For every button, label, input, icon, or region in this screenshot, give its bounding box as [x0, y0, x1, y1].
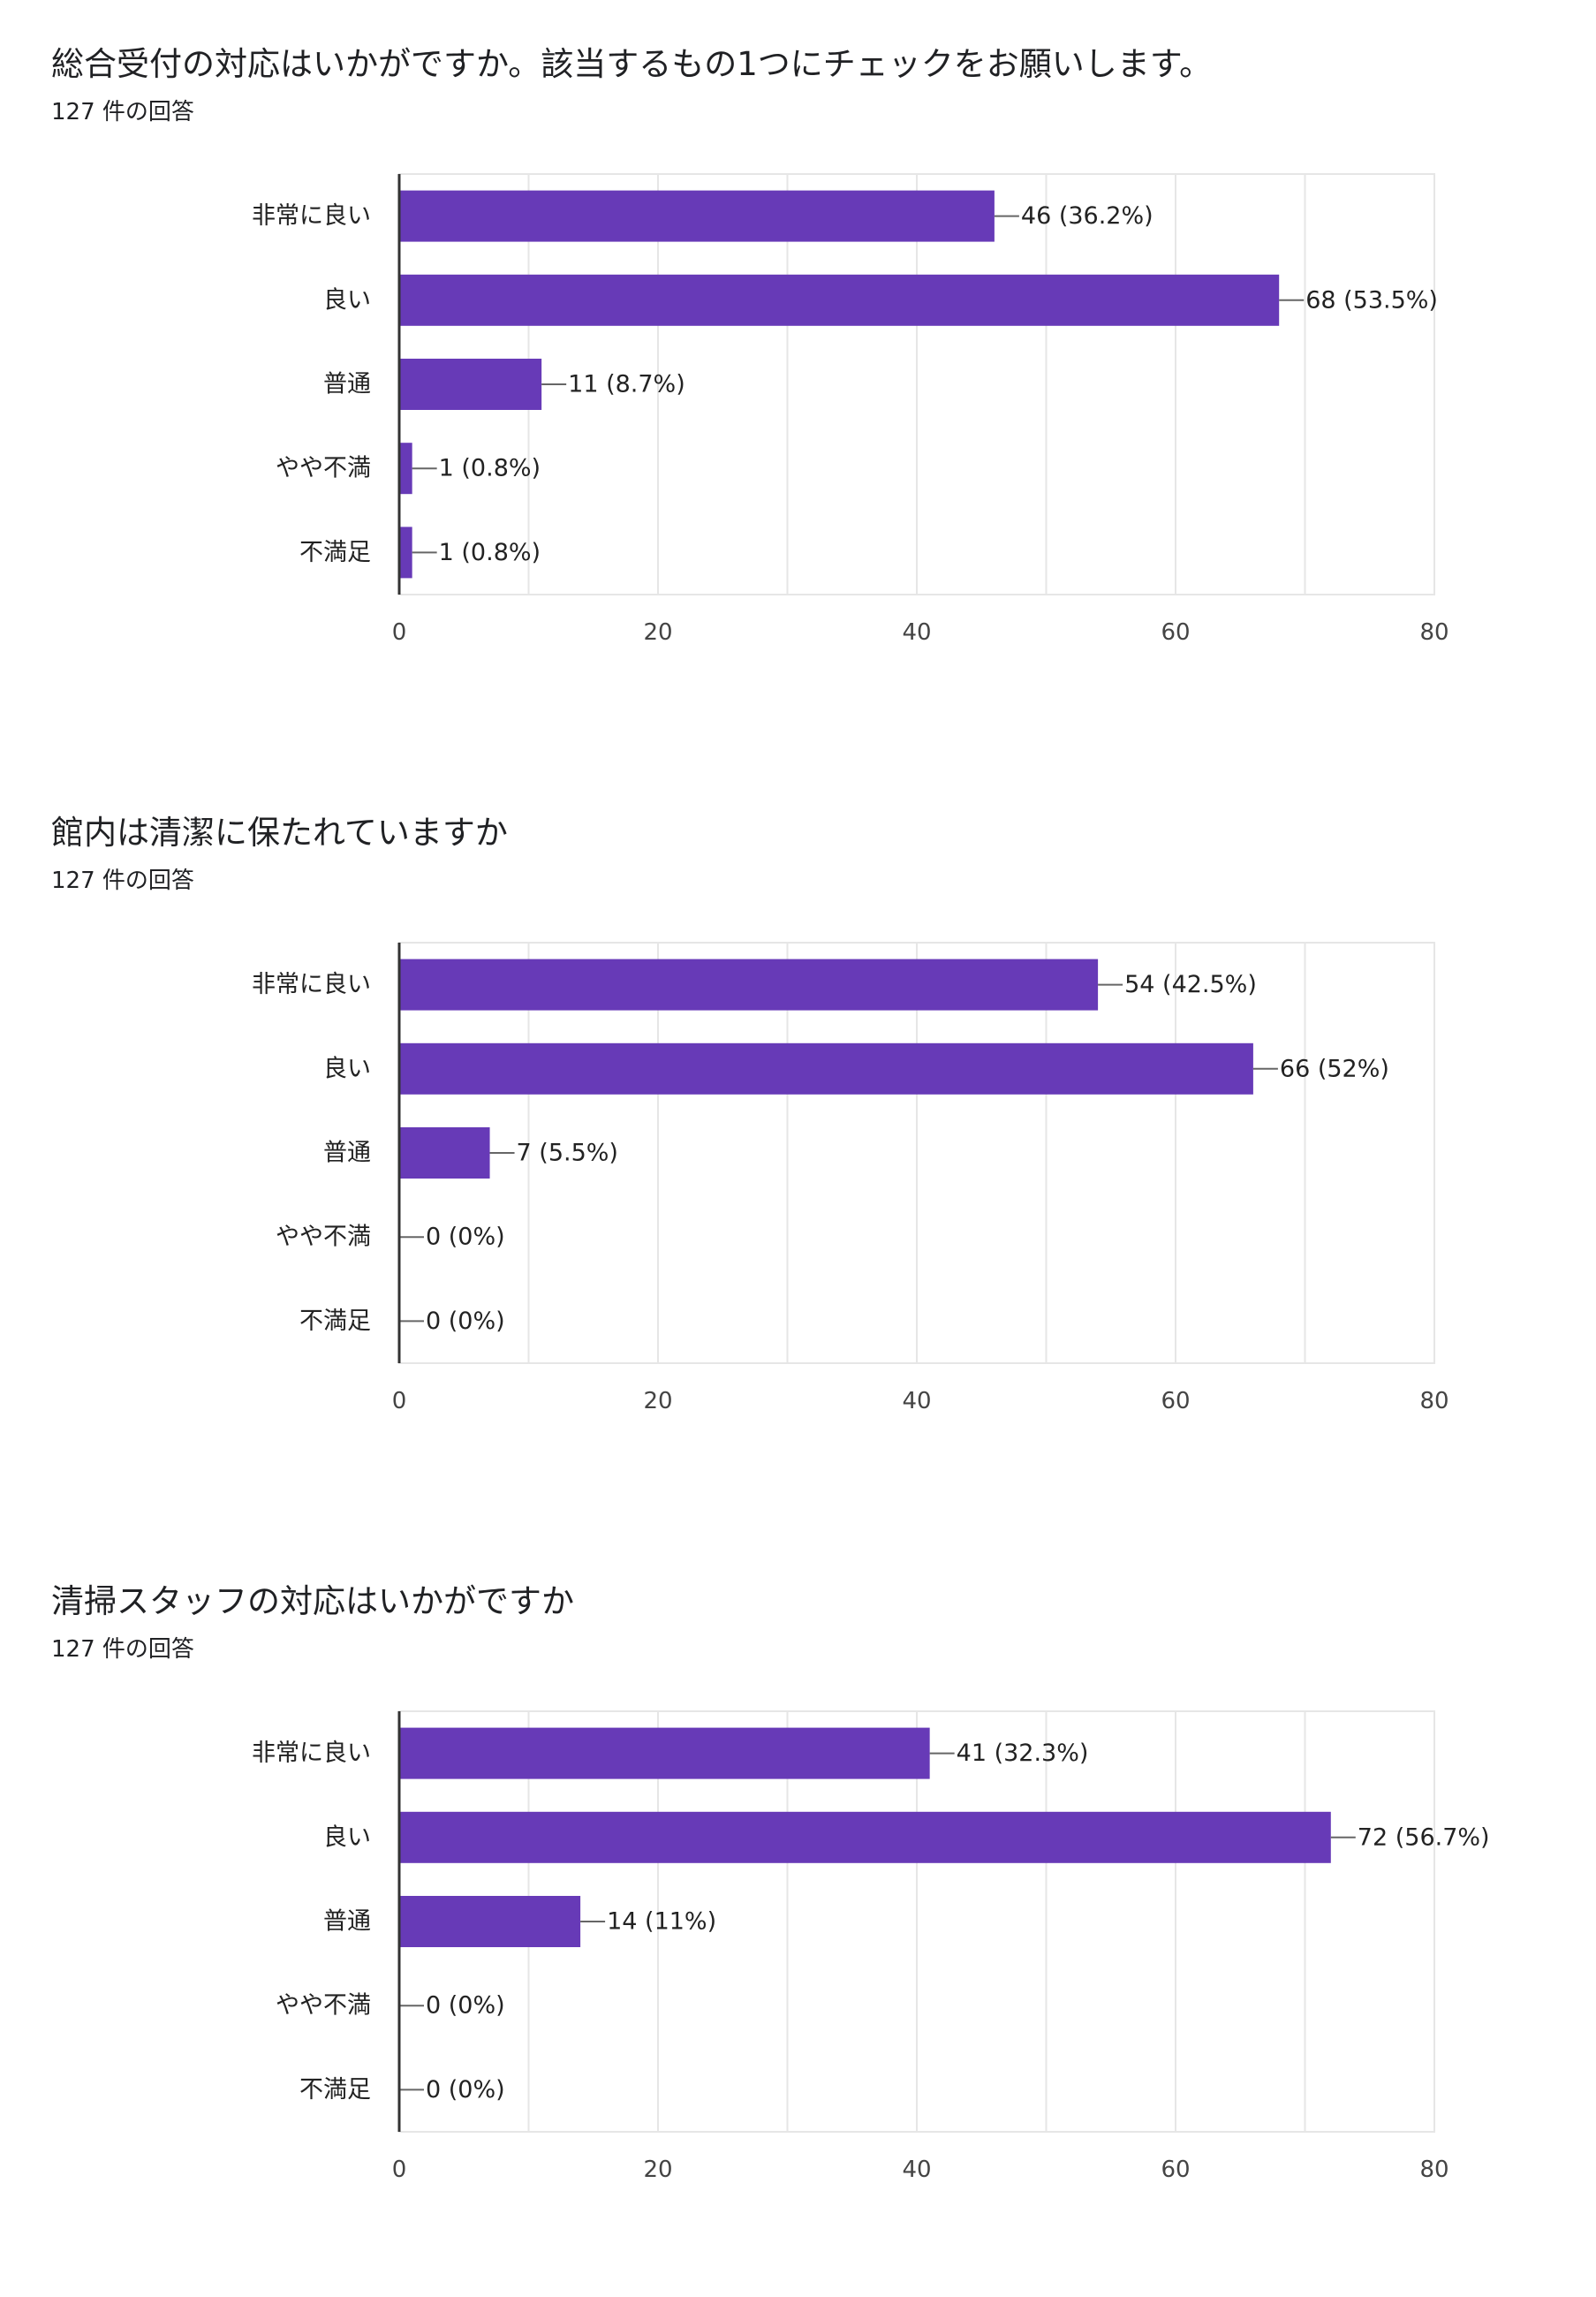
x-tick-label: 40: [902, 2157, 931, 2183]
x-tick-label: 20: [643, 619, 672, 646]
category-label: やや不満: [276, 1224, 371, 1251]
bar: [399, 190, 995, 242]
data-label: 41 (32.3%): [957, 1740, 1089, 1767]
data-label: 0 (0%): [426, 2076, 505, 2104]
x-tick-label: 80: [1419, 2157, 1449, 2183]
category-label: やや不満: [276, 455, 371, 482]
question-reception: 総合受付の対応はいかがですか。該当するもの1つにチェックをお願いします。 127…: [0, 0, 1596, 760]
bar: [399, 359, 542, 410]
category-label: 非常に良い: [252, 971, 371, 998]
x-tick-label: 0: [392, 2157, 407, 2183]
x-tick-label: 60: [1161, 1388, 1190, 1414]
data-label: 54 (42.5%): [1124, 971, 1257, 998]
category-label: やや不満: [276, 1992, 371, 2020]
x-tick-label: 0: [392, 1388, 407, 1414]
category-label: 非常に良い: [252, 1740, 371, 1767]
data-label: 1 (0.8%): [439, 455, 541, 482]
category-label: 不満足: [299, 1308, 371, 1335]
bar: [399, 527, 412, 579]
x-tick-label: 80: [1419, 1388, 1449, 1414]
data-label: 11 (8.7%): [568, 371, 685, 398]
response-count: 127 件の回答: [51, 868, 194, 894]
question-title: 清掃スタッフの対応はいかがですか: [51, 1582, 574, 1620]
response-count: 127 件の回答: [51, 99, 194, 125]
response-count: 127 件の回答: [51, 1636, 194, 1663]
x-tick-label: 0: [392, 619, 407, 646]
data-label: 0 (0%): [426, 1308, 505, 1335]
category-label: 不満足: [299, 539, 371, 566]
bar-chart-cleanliness: 非常に良い 54 (42.5%) 良い 66 (52%) 普通 7 (5.5%) やや不満 0…: [252, 942, 1449, 1414]
category-label: 普通: [323, 1140, 371, 1167]
data-label: 0 (0%): [426, 1224, 505, 1251]
category-label: 良い: [323, 1055, 371, 1082]
bar-chart-reception: 非常に良い 46 (36.2%) 良い 68 (53.5%) 普通 11 (8.7%) やや…: [252, 173, 1449, 646]
data-label: 66 (52%): [1280, 1055, 1389, 1082]
question-cleaning-staff: 清掃スタッフの対応はいかがですか 127 件の回答 非常に良い 41 (32.3%…: [0, 1537, 1596, 2297]
x-tick-label: 60: [1161, 619, 1190, 646]
category-label: 良い: [323, 286, 371, 314]
question-title: 総合受付の対応はいかがですか。該当するもの1つにチェックをお願いします。: [51, 45, 1213, 83]
bar: [399, 1727, 930, 1779]
bar: [399, 274, 1280, 326]
x-tick-label: 40: [902, 1388, 931, 1414]
question-title: 館内は清潔に保たれていますか: [51, 814, 508, 852]
bar: [399, 1811, 1331, 1863]
x-tick-label: 60: [1161, 2157, 1190, 2183]
bar: [399, 1042, 1253, 1095]
data-label: 46 (36.2%): [1021, 202, 1154, 230]
data-label: 7 (5.5%): [517, 1140, 618, 1167]
x-tick-label: 20: [643, 2157, 672, 2183]
x-tick-label: 40: [902, 619, 931, 646]
x-tick-label: 80: [1419, 619, 1449, 646]
bar: [399, 1127, 490, 1179]
category-label: 非常に良い: [252, 202, 371, 230]
category-label: 良い: [323, 1823, 371, 1851]
bar: [399, 443, 412, 495]
bar: [399, 959, 1099, 1011]
x-tick-label: 20: [643, 1388, 672, 1414]
bar-chart-cleaning-staff: 非常に良い 41 (32.3%) 良い 72 (56.7%) 普通 14 (11%) やや不…: [252, 1710, 1490, 2183]
data-label: 72 (56.7%): [1358, 1823, 1490, 1851]
data-label: 68 (53.5%): [1305, 286, 1438, 314]
question-cleanliness: 館内は清潔に保たれていますか 127 件の回答 非常に良い 54 (42.5%) 良…: [0, 769, 1596, 1528]
data-label: 1 (0.8%): [439, 539, 541, 566]
bar: [399, 1896, 581, 1947]
data-label: 14 (11%): [607, 1908, 716, 1936]
category-label: 普通: [323, 371, 371, 398]
category-label: 不満足: [299, 2076, 371, 2104]
data-label: 0 (0%): [426, 1992, 505, 2020]
category-label: 普通: [323, 1908, 371, 1936]
